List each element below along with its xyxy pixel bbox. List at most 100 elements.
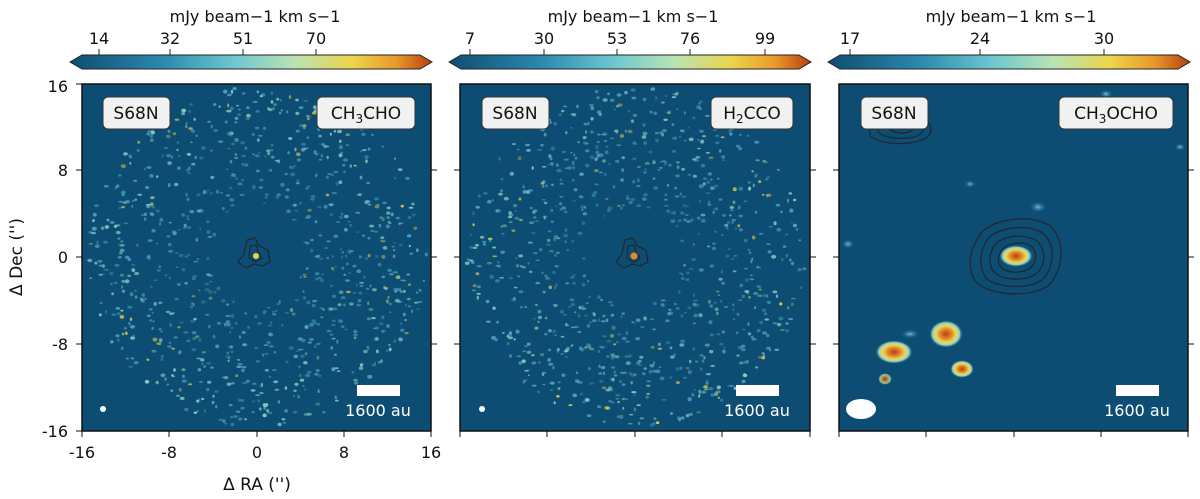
noise-speckle [294,147,297,152]
noise-speckle [687,173,692,176]
noise-speckle [151,326,154,330]
noise-speckle [306,136,310,140]
noise-speckle [340,151,344,154]
noise-speckle [599,379,604,383]
noise-speckle [595,150,600,155]
noise-speckle [642,131,648,136]
noise-speckle [585,149,590,153]
noise-speckle [700,218,706,223]
noise-speckle [291,312,296,316]
noise-speckle [680,416,685,420]
noise-speckle [361,132,366,136]
noise-speckle [141,293,145,297]
noise-speckle [682,204,687,207]
noise-speckle [508,213,514,217]
noise-speckle [617,204,621,207]
noise-speckle [533,252,538,255]
noise-speckle [649,110,653,114]
noise-speckle [643,192,648,197]
x-tick-label: -16 [69,443,95,462]
noise-speckle [235,410,241,413]
noise-speckle [367,147,371,151]
noise-speckle [625,197,631,201]
noise-speckle [319,257,324,260]
noise-speckle [540,181,545,185]
colorbar-tick: 76 [680,29,700,48]
noise-speckle [559,178,563,182]
molecule-label-box: H2CCO [710,96,794,130]
noise-speckle [373,197,380,201]
noise-speckle [255,169,260,173]
noise-speckle [345,133,350,137]
noise-speckle [394,157,397,160]
noise-speckle [541,198,546,201]
noise-speckle [207,120,211,123]
noise-speckle [381,275,386,279]
noise-speckle [549,121,553,124]
noise-speckle [237,108,241,111]
noise-speckle [123,222,129,225]
noise-speckle [225,314,231,317]
noise-speckle [125,279,130,284]
noise-speckle [590,106,595,111]
noise-speckle [685,213,689,217]
noise-speckle [369,284,372,288]
noise-speckle [263,310,267,313]
noise-speckle [653,111,658,116]
noise-speckle [708,156,714,159]
noise-speckle [255,110,260,113]
noise-speckle [381,315,385,320]
noise-speckle [681,129,685,134]
noise-speckle [713,184,719,188]
noise-speckle [295,111,300,116]
noise-speckle [731,258,735,260]
noise-speckle [743,238,748,243]
noise-speckle [677,219,682,222]
noise-ring [464,87,807,427]
noise-speckle [280,109,283,112]
noise-speckle [789,208,794,213]
noise-speckle [336,370,341,372]
noise-speckle [646,393,651,395]
noise-speckle [199,227,202,230]
noise-speckle [268,375,272,378]
noise-speckle [269,168,273,172]
noise-speckle [202,190,207,195]
noise-speckle [602,335,607,338]
noise-speckle [295,152,301,157]
noise-speckle [181,379,187,383]
scale-bar-label: 1600 au [1104,401,1170,420]
noise-speckle [266,409,270,413]
noise-speckle [263,202,266,204]
noise-speckle [193,260,199,263]
noise-speckle [741,344,746,348]
y-axis-ticks [76,83,437,432]
noise-speckle [415,291,419,294]
noise-speckle [182,227,187,230]
noise-speckle [415,248,419,252]
noise-speckle [123,152,128,156]
noise-speckle [324,247,328,249]
noise-speckle [89,277,93,280]
noise-speckle [476,265,482,268]
noise-speckle [570,302,575,307]
noise-speckle [511,229,516,232]
noise-speckle [558,113,563,117]
noise-speckle [652,361,656,365]
noise-speckle [507,215,513,219]
noise-speckle [788,192,793,195]
noise-speckle [668,311,674,316]
noise-speckle [731,219,736,222]
noise-speckle [229,198,235,202]
noise-speckle [533,216,537,219]
noise-speckle [680,339,686,343]
noise-speckle [340,325,345,329]
noise-speckle [687,306,692,310]
noise-speckle [192,162,196,166]
noise-speckle [692,347,696,351]
noise-speckle [311,303,316,308]
noise-speckle [292,395,296,397]
noise-speckle [568,305,571,308]
noise-speckle [237,182,243,186]
noise-speckle [169,323,172,327]
